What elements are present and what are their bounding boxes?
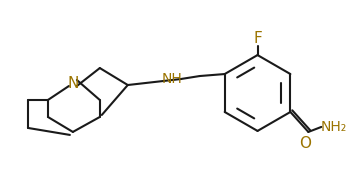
Text: O: O bbox=[299, 136, 311, 151]
Text: N: N bbox=[67, 75, 79, 90]
Text: NH: NH bbox=[161, 72, 182, 86]
Text: NH₂: NH₂ bbox=[320, 120, 347, 134]
Text: F: F bbox=[253, 31, 262, 46]
